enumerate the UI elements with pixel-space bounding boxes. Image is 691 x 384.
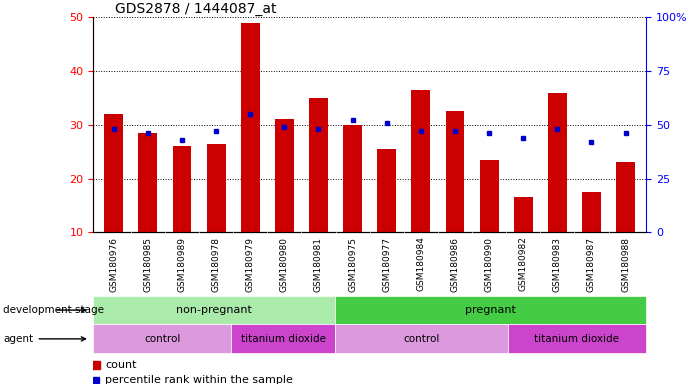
Text: pregnant: pregnant [465,305,516,315]
Text: GSM180989: GSM180989 [178,237,187,291]
Text: GSM180984: GSM180984 [417,237,426,291]
Text: development stage: development stage [3,305,104,315]
Bar [275,119,294,232]
Bar [514,197,533,232]
Bar [480,160,498,232]
Text: GSM180983: GSM180983 [553,237,562,291]
Text: GSM180986: GSM180986 [451,237,460,291]
Text: GSM180988: GSM180988 [621,237,630,291]
Text: GDS2878 / 1444087_at: GDS2878 / 1444087_at [115,2,277,16]
Text: GSM180976: GSM180976 [109,237,118,291]
Bar [93,296,335,324]
Text: GSM180987: GSM180987 [587,237,596,291]
Bar [104,114,123,232]
Bar [508,324,646,353]
Text: GSM180979: GSM180979 [246,237,255,291]
Bar [93,324,231,353]
Text: percentile rank within the sample: percentile rank within the sample [106,375,293,384]
Text: titanium dioxide: titanium dioxide [240,334,326,344]
Bar [309,98,328,232]
Bar [446,111,464,232]
Bar [582,192,601,232]
Text: GSM180985: GSM180985 [144,237,153,291]
Text: GSM180982: GSM180982 [519,237,528,291]
Bar [335,296,646,324]
Text: non-pregnant: non-pregnant [176,305,252,315]
Text: count: count [106,360,137,370]
Bar [173,146,191,232]
Text: GSM180981: GSM180981 [314,237,323,291]
Text: control: control [404,334,439,344]
Bar [231,324,335,353]
Text: GSM180978: GSM180978 [211,237,220,291]
Bar [343,125,362,232]
Bar [207,144,225,232]
Text: GSM180975: GSM180975 [348,237,357,291]
Text: titanium dioxide: titanium dioxide [534,334,620,344]
Bar [548,93,567,232]
Text: control: control [144,334,180,344]
Bar [241,23,260,232]
Bar [377,149,396,232]
Bar [411,90,430,232]
Text: GSM180977: GSM180977 [382,237,391,291]
Text: agent: agent [3,334,86,344]
Bar [335,324,508,353]
Bar [138,133,158,232]
Text: GSM180980: GSM180980 [280,237,289,291]
Bar [616,162,635,232]
Text: GSM180990: GSM180990 [484,237,493,291]
